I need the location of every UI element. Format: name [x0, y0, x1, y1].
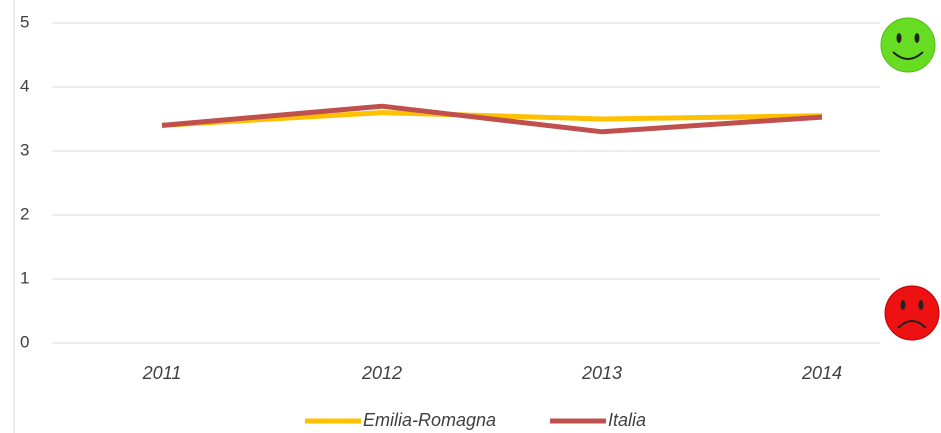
y-tick-label: 4: [20, 76, 29, 95]
x-tick-label: 2011: [142, 363, 182, 383]
happy-face: [880, 17, 936, 73]
x-tick-label: 2013: [581, 363, 622, 383]
line-series: [161, 103, 823, 135]
y-tick-label: 1: [20, 268, 29, 287]
y-tick-label: 0: [20, 332, 29, 351]
y-tick-label: 2: [20, 204, 29, 223]
line-series: [161, 110, 823, 128]
sad-face: [884, 285, 940, 341]
y-tick-label: 5: [20, 12, 29, 31]
y-tick-label: 3: [20, 140, 29, 159]
legend-label: Emilia-Romagna: [363, 410, 496, 430]
legend-label: Italia: [608, 410, 646, 430]
x-tick-label: 2014: [801, 363, 842, 383]
x-tick-label: 2012: [361, 363, 402, 383]
